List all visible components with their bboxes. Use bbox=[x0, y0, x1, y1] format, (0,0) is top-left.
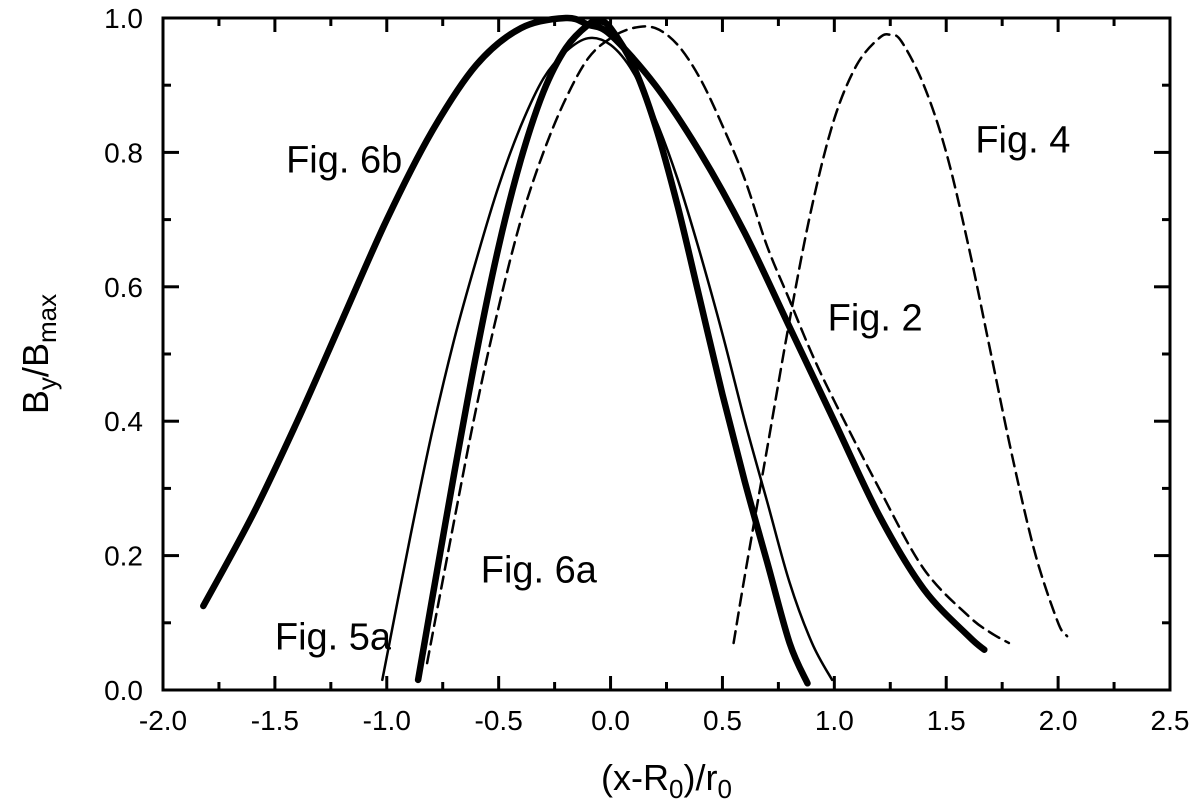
curve-annotation: Fig. 6b bbox=[286, 140, 402, 182]
series-line-5 bbox=[732, 33, 1069, 645]
y-tick-label: 0.0 bbox=[104, 675, 143, 706]
x-tick-label: 2.5 bbox=[1151, 705, 1190, 736]
y-axis-title: By/Bmax bbox=[15, 294, 62, 414]
x-axis-title-subscript: 0 bbox=[717, 774, 731, 804]
x-tick-label: 0.5 bbox=[703, 705, 742, 736]
y-axis-title-subscript: max bbox=[32, 294, 62, 343]
series-line-2 bbox=[414, 17, 811, 687]
y-axis-title-subscript: y bbox=[32, 377, 62, 390]
plot-frame bbox=[161, 16, 1172, 692]
series-line-1 bbox=[200, 14, 988, 653]
x-axis-title: (x-R0)/r0 bbox=[601, 757, 732, 804]
y-axis-title-part: /B bbox=[15, 343, 56, 377]
x-tick-label: -0.5 bbox=[475, 705, 523, 736]
x-tick-label: 1.0 bbox=[815, 705, 854, 736]
curve-annotation: Fig. 6a bbox=[481, 549, 598, 591]
y-tick-label: 0.8 bbox=[104, 137, 143, 168]
x-tick-label: -1.5 bbox=[251, 705, 299, 736]
y-tick-label: 0.4 bbox=[104, 406, 143, 437]
series-line-4 bbox=[425, 25, 1011, 665]
x-tick-label: -1.0 bbox=[363, 705, 411, 736]
x-axis-title-part: )/r bbox=[684, 757, 718, 798]
x-tick-label: 0.0 bbox=[591, 705, 630, 736]
curve-annotation: Fig. 2 bbox=[828, 297, 923, 339]
x-tick-label: 1.5 bbox=[927, 705, 966, 736]
x-axis-title-subscript: 0 bbox=[669, 774, 683, 804]
y-axis-title-part: B bbox=[15, 390, 56, 414]
ticks-layer: -2.0 -1.5 -1.0 -0.5 0.0 0.5 1.0 1.5 2.0 2.5 0.0 0.2… bbox=[104, 3, 1189, 736]
curve-annotation: Fig. 4 bbox=[975, 119, 1070, 161]
y-tick-label: 1.0 bbox=[104, 3, 143, 34]
x-tick-label: -2.0 bbox=[139, 705, 187, 736]
annot-layer: Fig. 6b Fig. 4 Fig. 2 Fig. 6a Fig. 5a bbox=[275, 119, 1070, 658]
x-tick-label: 2.0 bbox=[1039, 705, 1078, 736]
x-axis-title-part: (x-R bbox=[601, 757, 669, 798]
series-line-3 bbox=[381, 36, 834, 682]
series-layer bbox=[200, 14, 1069, 687]
curve-annotation: Fig. 5a bbox=[275, 617, 392, 659]
y-tick-label: 0.6 bbox=[104, 272, 143, 303]
y-tick-label: 0.2 bbox=[104, 541, 143, 572]
